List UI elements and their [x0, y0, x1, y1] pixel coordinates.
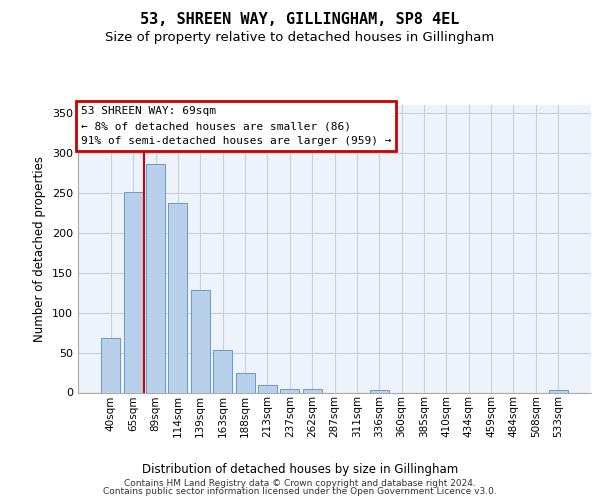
Bar [101, 338, 121, 392]
Y-axis label: Number of detached properties: Number of detached properties [34, 156, 46, 342]
Bar [302, 390, 322, 392]
Text: 53, SHREEN WAY, GILLINGHAM, SP8 4EL: 53, SHREEN WAY, GILLINGHAM, SP8 4EL [140, 12, 460, 28]
Text: Distribution of detached houses by size in Gillingham: Distribution of detached houses by size … [142, 464, 458, 476]
Text: Size of property relative to detached houses in Gillingham: Size of property relative to detached ho… [106, 31, 494, 44]
Bar [370, 390, 389, 392]
Bar [236, 374, 254, 392]
Text: Contains HM Land Registry data © Crown copyright and database right 2024.: Contains HM Land Registry data © Crown c… [124, 478, 476, 488]
Text: 53 SHREEN WAY: 69sqm
← 8% of detached houses are smaller (86)
91% of semi-detach: 53 SHREEN WAY: 69sqm ← 8% of detached ho… [80, 106, 391, 146]
Bar [213, 350, 232, 393]
Bar [146, 164, 165, 392]
Bar [124, 192, 143, 392]
Bar [258, 384, 277, 392]
Bar [280, 388, 299, 392]
Bar [169, 203, 187, 392]
Bar [548, 390, 568, 392]
Text: Contains public sector information licensed under the Open Government Licence v3: Contains public sector information licen… [103, 487, 497, 496]
Bar [191, 290, 210, 392]
